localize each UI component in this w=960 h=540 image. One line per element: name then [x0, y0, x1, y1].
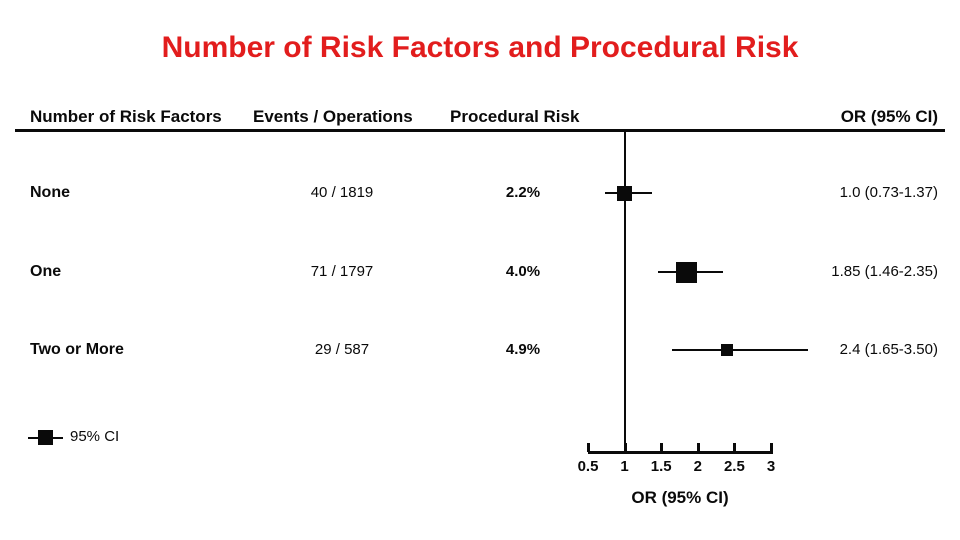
- slide-title: Number of Risk Factors and Procedural Ri…: [161, 31, 799, 64]
- cell-or-one: 1.85 (1.46-2.35): [831, 263, 938, 280]
- reference-line-or-1: [623, 132, 626, 454]
- col-header-risk-factors: Number of Risk Factors: [30, 107, 222, 126]
- x-axis-tick: [587, 443, 590, 452]
- cell-events-two-or-more: 29 / 587: [314, 341, 370, 358]
- x-axis-tick-label: 2.5: [723, 458, 745, 475]
- cell-or-two-or-more: 2.4 (1.65-3.50): [839, 341, 938, 358]
- x-axis-title: OR (95% CI): [631, 488, 729, 507]
- row-label-two-or-more: Two or More: [30, 341, 124, 358]
- cell-events-one: 71 / 1797: [310, 263, 374, 280]
- or-marker-two-or-more: [721, 344, 734, 356]
- cell-risk-two-or-more: 4.9%: [505, 341, 541, 358]
- row-label-one: One: [30, 263, 62, 280]
- legend-square-marker-icon: [38, 430, 53, 445]
- cell-risk-one: 4.0%: [505, 263, 541, 280]
- x-axis-tick-label: 1.5: [650, 458, 672, 475]
- cell-risk-none: 2.2%: [505, 184, 541, 201]
- x-axis-tick: [770, 443, 773, 452]
- x-axis-tick: [696, 443, 700, 452]
- col-header-or-ci: OR (95% CI): [840, 107, 938, 126]
- x-axis-tick-label: 0.5: [577, 458, 599, 475]
- x-axis-tick-label: 3: [766, 458, 776, 475]
- x-axis-tick: [623, 443, 627, 452]
- or-marker-one: [676, 261, 698, 283]
- cell-or-none: 1.0 (0.73-1.37): [839, 184, 938, 201]
- ci-line-two-or-more: [672, 349, 808, 351]
- x-axis-tick: [660, 443, 664, 452]
- row-label-none: None: [30, 184, 70, 201]
- x-axis-tick: [733, 443, 737, 452]
- col-header-procedural-risk: Procedural Risk: [450, 107, 580, 126]
- x-axis-line: [588, 451, 773, 454]
- header-divider-line: [15, 129, 945, 132]
- x-axis-tick-label: 1: [620, 458, 629, 475]
- legend: 95% CI: [28, 426, 188, 452]
- x-axis-tick-label: 2: [693, 458, 702, 475]
- cell-events-none: 40 / 1819: [310, 184, 374, 201]
- legend-label: 95% CI: [70, 428, 120, 445]
- col-header-events-operations: Events / Operations: [253, 107, 413, 126]
- or-marker-none: [617, 185, 633, 201]
